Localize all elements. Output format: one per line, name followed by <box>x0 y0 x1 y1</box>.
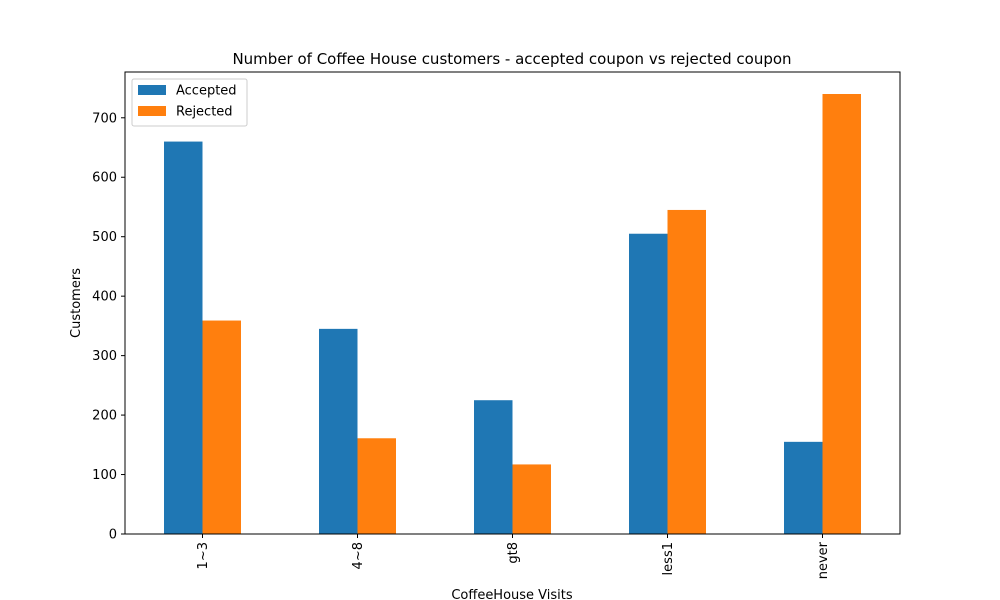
bar-accepted-4 <box>784 441 823 534</box>
chart-title: Number of Coffee House customers - accep… <box>232 50 791 68</box>
bar-accepted-2 <box>474 400 513 534</box>
y-axis-label: Customers <box>69 268 84 338</box>
y-tick-label: 500 <box>92 230 117 245</box>
x-tick-label: never <box>816 541 831 579</box>
y-tick-label: 400 <box>92 290 117 305</box>
x-tick-label: less1 <box>661 542 676 575</box>
bar-rejected-0 <box>202 320 241 534</box>
bar-rejected-2 <box>512 464 551 534</box>
x-tick-label: 4~8 <box>351 542 366 569</box>
legend-swatch-accepted <box>138 85 166 95</box>
x-axis-label: CoffeeHouse Visits <box>451 588 573 600</box>
x-tick-label: gt8 <box>506 542 521 564</box>
y-tick-label: 700 <box>92 111 117 126</box>
x-tick-label: 1~3 <box>196 542 211 569</box>
legend: Accepted Rejected <box>131 78 248 127</box>
y-tick-label: 300 <box>92 349 117 364</box>
y-tick-label: 0 <box>109 528 117 543</box>
legend-label-accepted: Accepted <box>176 84 237 99</box>
bar-accepted-3 <box>629 233 668 534</box>
y-tick-label: 600 <box>92 171 117 186</box>
legend-label-rejected: Rejected <box>176 105 233 120</box>
bar-accepted-1 <box>319 328 358 534</box>
y-tick-label: 100 <box>92 468 117 483</box>
bar-accepted-0 <box>164 141 203 534</box>
bar-rejected-3 <box>667 209 706 534</box>
legend-swatch-rejected <box>138 106 166 116</box>
y-tick-label: 200 <box>92 409 117 424</box>
bar-rejected-4 <box>822 94 861 534</box>
bar-rejected-1 <box>357 438 396 534</box>
